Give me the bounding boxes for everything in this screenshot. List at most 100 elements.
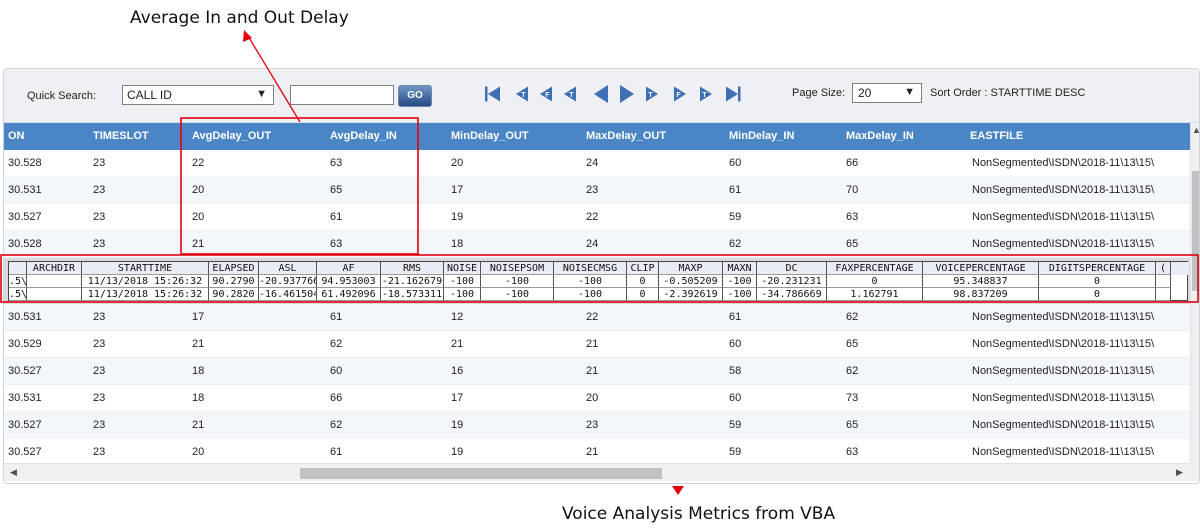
cell-on: 30.528 — [8, 157, 42, 169]
metrics-cell: -2.392619 — [659, 288, 723, 301]
metrics-header-cell: ARCHDIR — [27, 262, 82, 275]
prev-five-pages-icon[interactable]: F — [540, 86, 552, 102]
metrics-cell: -21.162679 — [381, 275, 444, 288]
cell-maxdelay-out: 22 — [586, 311, 599, 323]
metrics-cell: 95.348837 — [923, 275, 1039, 288]
cell-on: 30.531 — [8, 311, 42, 323]
header-col-mindelay-out[interactable]: MinDelay_OUT — [451, 130, 529, 142]
header-col-timeslot[interactable]: TIMESLOT — [93, 130, 149, 142]
cell-maxdelay-in: 62 — [846, 365, 859, 377]
horizontal-scrollbar[interactable]: ◀ ▶ — [4, 463, 1190, 481]
cell-eastfile: NonSegmented\ISDN\2018-11\13\15\ — [972, 238, 1155, 250]
next-two-pages-icon[interactable]: T — [646, 86, 658, 102]
last-page-icon[interactable] — [726, 86, 741, 102]
header-col-maxdelay-out[interactable]: MaxDelay_OUT — [586, 130, 667, 142]
next-page-icon[interactable] — [620, 85, 634, 103]
cell-eastfile: NonSegmented\ISDN\2018-11\13\15\ — [972, 392, 1155, 404]
cell-maxdelay-in: 65 — [846, 338, 859, 350]
header-col-eastfile[interactable]: EASTFILE — [970, 130, 1024, 142]
cell-mindelay-in: 58 — [729, 365, 742, 377]
scroll-left-icon[interactable]: ◀ — [10, 467, 17, 477]
cell-maxdelay-out: 21 — [586, 338, 599, 350]
cell-on: 30.529 — [8, 338, 42, 350]
metrics-cell: -100 — [723, 275, 757, 288]
table-row[interactable]: 30.531 23 17 61 12 22 61 62 NonSegmented\ISDN\20… — [4, 304, 1190, 331]
metrics-cell: -100 — [481, 288, 554, 301]
scroll-up-icon[interactable]: ▲ — [1192, 125, 1199, 135]
metrics-header-cell: ELAPSED — [209, 262, 259, 275]
table-row[interactable]: 30.527 23 21 62 19 23 59 65 NonSegmented\ISDN\20… — [4, 412, 1190, 439]
first-page-icon[interactable] — [485, 86, 500, 102]
cell-mindelay-in: 61 — [729, 311, 742, 323]
metrics-cell: 61.492096 — [317, 288, 381, 301]
metrics-header-cell: CLIP — [627, 262, 659, 275]
table-row[interactable]: 30.527 23 20 61 19 22 59 63 NonSegmented\ISDN\20… — [4, 204, 1190, 231]
metrics-cell: 0 — [827, 275, 923, 288]
cell-timeslot: 23 — [93, 211, 106, 223]
vertical-scroll-thumb[interactable] — [1192, 171, 1199, 291]
prev-two-pages-icon[interactable]: T — [564, 86, 576, 102]
cell-eastfile: NonSegmented\ISDN\2018-11\13\15\ — [972, 311, 1155, 323]
metrics-header-cell: DIGITSPERCENTAGE — [1039, 262, 1156, 275]
horizontal-scroll-thumb[interactable] — [300, 468, 662, 479]
metrics-header-cell: RMS — [381, 262, 444, 275]
metrics-cell: -34.786669 — [757, 288, 827, 301]
cell-maxdelay-out: 21 — [586, 446, 599, 458]
table-row[interactable]: 30.531 23 18 66 17 20 60 73 NonSegmented\ISDN\20… — [4, 385, 1190, 412]
metrics-cell: .5\ — [9, 288, 27, 301]
metrics-cell: .5\ — [9, 275, 27, 288]
scrollbar-corner — [1190, 463, 1199, 481]
metrics-cell: -100 — [554, 275, 627, 288]
header-col-avgdelay-in[interactable]: AvgDelay_IN — [330, 130, 397, 142]
cell-mindelay-out: 12 — [451, 311, 464, 323]
metrics-cell: 90.2790 — [209, 275, 259, 288]
cell-eastfile: NonSegmented\ISDN\2018-11\13\15\ — [972, 338, 1155, 350]
cell-avgdelay-in: 62 — [330, 419, 343, 431]
metrics-cell: -0.505209 — [659, 275, 723, 288]
table-row[interactable]: 30.527 23 20 61 19 21 59 63 NonSegmented\ISDN\20… — [4, 439, 1190, 463]
prev-page-icon[interactable] — [594, 85, 608, 103]
metrics-header-cell: STARTTIME — [82, 262, 209, 275]
header-col-maxdelay-in[interactable]: MaxDelay_IN — [846, 130, 914, 142]
call-records-panel: Quick Search: CALL ID ▼ GO T F T T F T Page S… — [3, 68, 1200, 484]
metrics-cell — [27, 288, 82, 301]
header-col-avgdelay-out[interactable]: AvgDelay_OUT — [192, 130, 272, 142]
svg-text:T: T — [569, 92, 574, 99]
header-col-on[interactable]: ON — [8, 130, 25, 142]
go-button[interactable]: GO — [398, 85, 432, 107]
metrics-cell: 0 — [627, 288, 659, 301]
chevron-down-icon: ▼ — [256, 88, 267, 100]
chevron-down-icon: ▼ — [904, 86, 915, 98]
cell-avgdelay-in: 66 — [330, 392, 343, 404]
metrics-row: .5\ 11/13/2018 15:26:32 90.2820 -16.461504 6… — [9, 288, 1189, 301]
voice-metrics-inner: ARCHDIR STARTTIME ELAPSED ASL AF RMS NOISE NOIS… — [8, 261, 1189, 301]
cell-timeslot: 23 — [93, 311, 106, 323]
prev-ten-pages-icon[interactable]: T — [516, 86, 528, 102]
vertical-scrollbar[interactable]: ▲ — [1190, 123, 1199, 463]
metrics-cell: -20.231231 — [757, 275, 827, 288]
cell-maxdelay-out: 23 — [586, 184, 599, 196]
cell-avgdelay-out: 17 — [192, 311, 205, 323]
svg-text:T: T — [648, 92, 653, 99]
cell-eastfile: NonSegmented\ISDN\2018-11\13\15\ — [972, 211, 1155, 223]
page-size-select[interactable]: 20 ▼ — [852, 83, 922, 103]
table-row[interactable]: 30.527 23 18 60 16 21 58 62 NonSegmented\ISDN\20… — [4, 358, 1190, 385]
table-row[interactable]: 30.529 23 21 62 21 21 60 65 NonSegmented\ISDN\20… — [4, 331, 1190, 358]
header-col-mindelay-in[interactable]: MinDelay_IN — [729, 130, 795, 142]
table-row[interactable]: 30.531 23 20 65 17 23 61 70 NonSegmented\ISDN\20… — [4, 177, 1190, 204]
search-input[interactable] — [290, 85, 394, 105]
cell-mindelay-in: 60 — [729, 392, 742, 404]
metrics-cell: -100 — [723, 288, 757, 301]
next-five-pages-icon[interactable]: F — [674, 86, 686, 102]
scroll-right-icon[interactable]: ▶ — [1176, 467, 1183, 477]
metrics-header-cell: NOISECMSG — [554, 262, 627, 275]
table-row[interactable]: 30.528 23 21 63 18 24 62 65 NonSegmented\ISDN\20… — [4, 231, 1190, 258]
next-ten-pages-icon[interactable]: T — [700, 86, 712, 102]
metrics-cell: -100 — [481, 275, 554, 288]
sort-order-label: Sort Order : STARTTIME DESC — [930, 87, 1086, 99]
cell-on: 30.531 — [8, 184, 42, 196]
table-row[interactable]: 30.528 23 22 63 20 24 60 66 NonSegmented\ISDN\20… — [4, 150, 1190, 177]
search-field-select[interactable]: CALL ID ▼ — [122, 85, 274, 105]
cell-maxdelay-in: 70 — [846, 184, 859, 196]
